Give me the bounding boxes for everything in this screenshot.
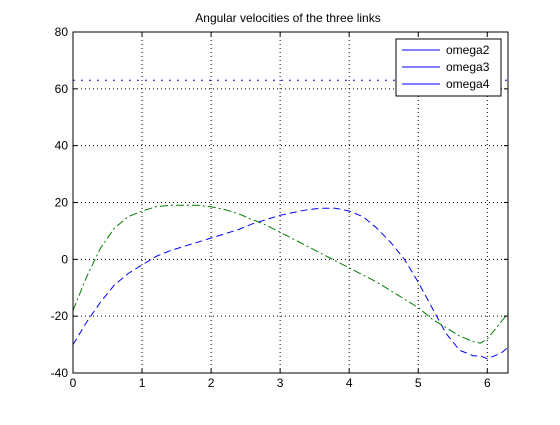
x-tick-label: 4: [346, 376, 353, 390]
series-line-omega3: [72, 207, 509, 360]
y-tick-label: -40: [51, 366, 69, 380]
legend-label-omega4: omega4: [446, 77, 490, 91]
x-tick-label: 2: [208, 376, 215, 390]
axis-ticks: 0 1 2 3 4 5 6 -40 -20 0 20 40 60 80: [51, 25, 508, 390]
x-tick-label: 6: [484, 376, 491, 390]
y-tick-label: 20: [55, 196, 69, 210]
series-line-omega4: [72, 204, 509, 344]
y-tick-label: -20: [51, 309, 69, 323]
y-tick-label: 60: [55, 82, 69, 96]
x-tick-label: 1: [139, 376, 146, 390]
legend-label-omega3: omega3: [446, 60, 490, 74]
legend: omega2 omega3 omega4: [395, 38, 502, 97]
plot-lines: [72, 79, 509, 360]
x-tick-label: 3: [277, 376, 284, 390]
y-tick-label: 40: [55, 139, 69, 153]
chart-title: Angular velocities of the three links: [195, 11, 380, 25]
y-tick-label: 80: [55, 25, 69, 39]
legend-label-omega2: omega2: [446, 43, 490, 57]
x-tick-label: 5: [415, 376, 422, 390]
y-tick-label: 0: [61, 252, 68, 266]
x-tick-label: 0: [70, 376, 77, 390]
